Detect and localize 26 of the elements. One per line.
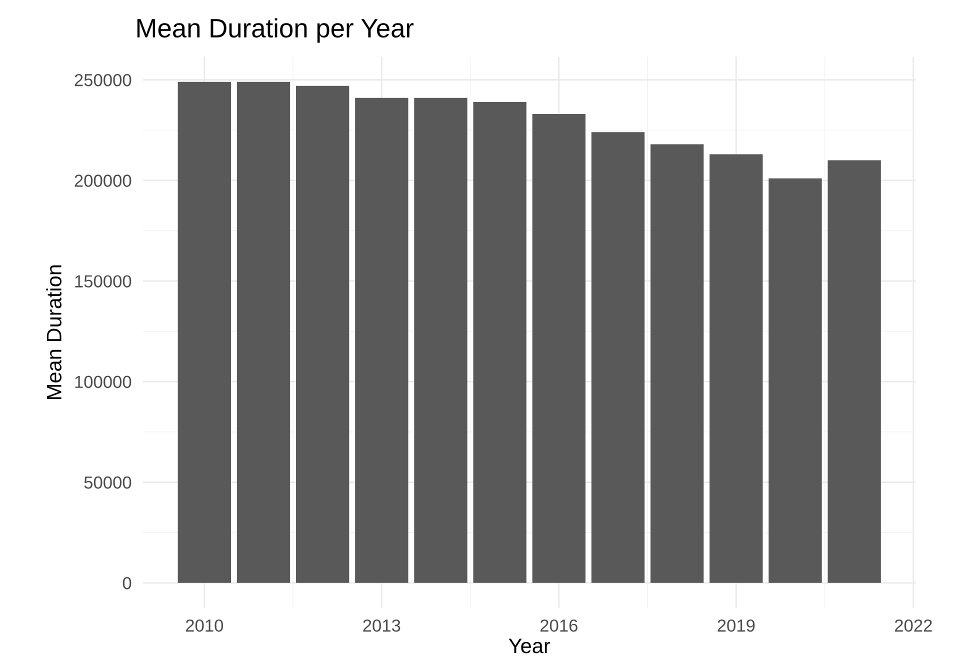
bar (828, 160, 881, 583)
x-tick-label: 2013 (363, 619, 400, 632)
bar (473, 102, 526, 583)
bar (591, 132, 645, 583)
x-tick-label: 2022 (894, 619, 932, 632)
bar (650, 144, 704, 583)
x-tick-label: 2010 (186, 619, 224, 632)
y-tick-label: 50000 (84, 476, 132, 489)
y-tick-label: 150000 (75, 275, 132, 288)
bar (414, 98, 468, 583)
chart-title: Mean Duration per Year (137, 18, 414, 43)
x-tick-label: 2019 (718, 619, 755, 632)
bar (355, 98, 408, 583)
y-axis-title: Mean Duration (46, 265, 62, 399)
y-tick-label: 250000 (74, 74, 132, 86)
y-tick-label: 100000 (75, 376, 132, 388)
bar (710, 154, 763, 583)
x-tick-label: 2016 (540, 619, 578, 632)
y-tick-label: 0 (122, 577, 132, 590)
bar (178, 82, 231, 583)
bar (532, 114, 586, 583)
bar (236, 82, 290, 583)
bar (768, 178, 822, 583)
y-tick-label: 200000 (74, 174, 132, 187)
x-axis-title: Year (508, 638, 550, 654)
bar (296, 86, 350, 583)
